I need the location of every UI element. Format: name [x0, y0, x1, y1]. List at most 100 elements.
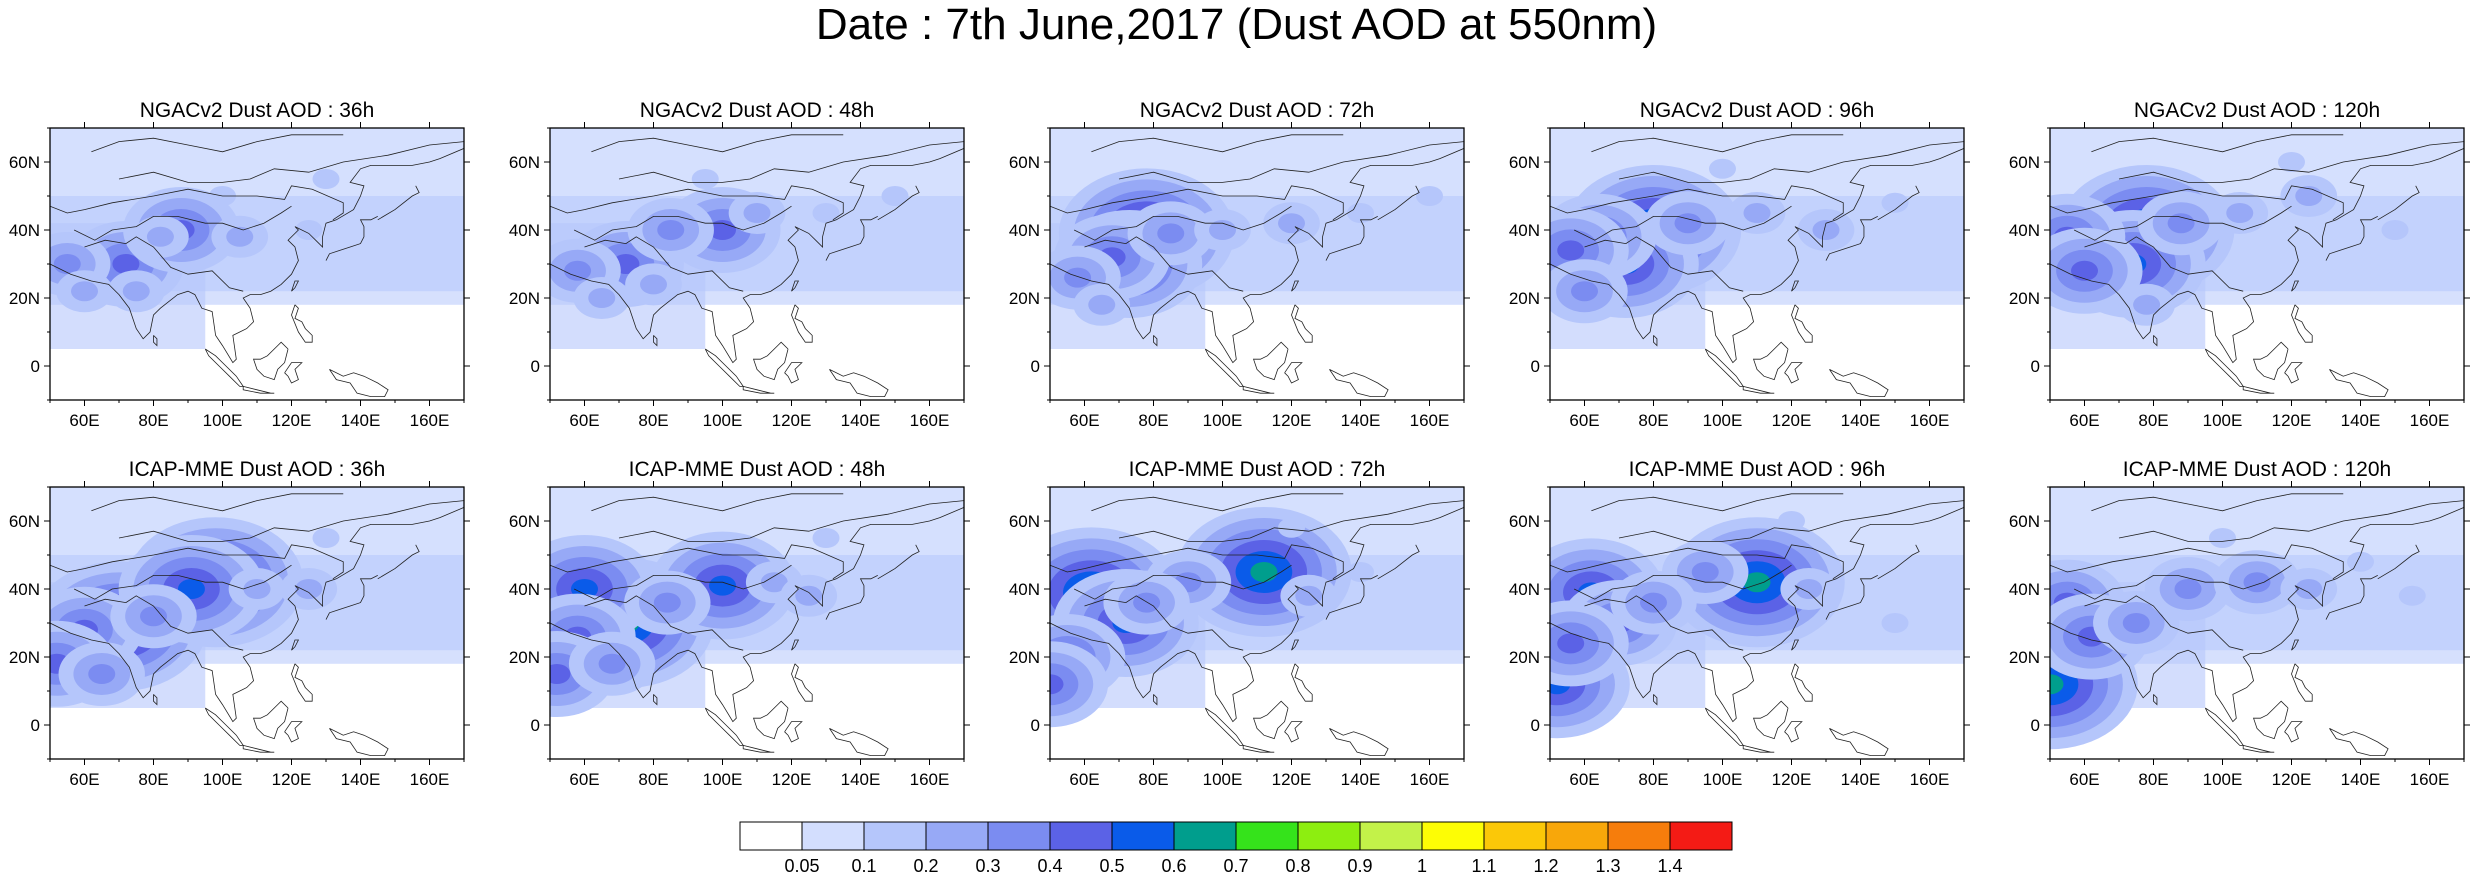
aod-hotspot	[812, 528, 840, 548]
aod-hotspot	[2050, 674, 2064, 695]
x-tick-label: 80E	[638, 411, 668, 430]
y-tick-label: 0	[531, 716, 540, 735]
colorbar-label: 0.05	[784, 856, 819, 874]
y-tick-label: 60N	[1509, 153, 1540, 172]
y-tick-label: 40N	[509, 580, 540, 599]
y-tick-label: 60N	[1509, 512, 1540, 531]
panel-title: NGACv2 Dust AOD : 36h	[140, 99, 375, 122]
y-tick-label: 40N	[9, 221, 40, 240]
aod-hotspot	[177, 579, 205, 599]
x-tick-label: 140E	[2341, 411, 2381, 430]
x-tick-label: 160E	[410, 411, 450, 430]
x-tick-label: 120E	[272, 770, 312, 789]
colorbar-label: 1	[1417, 856, 1427, 874]
colorbar-swatch	[1359, 821, 1423, 851]
y-tick-label: 20N	[509, 289, 540, 308]
aod-hotspot	[1050, 663, 1079, 706]
x-tick-label: 60E	[1569, 770, 1599, 789]
map-panel: 60E 80E 100E 120E 140E 160E 0 20N 40N 60N ICAP-MME…	[509, 458, 970, 789]
aod-hotspot	[1088, 294, 1116, 315]
x-tick-label: 80E	[638, 770, 668, 789]
colorbar-label: 1.4	[1657, 856, 1682, 874]
x-tick-label: 80E	[1638, 770, 1668, 789]
x-tick-label: 80E	[1638, 411, 1668, 430]
y-tick-label: 40N	[1009, 221, 1040, 240]
aod-hotspot	[657, 220, 685, 240]
aod-hotspot	[1640, 592, 1667, 613]
map-panels: 60E 80E 100E 120E 140E 160E 0 20N 40N 60N NGACv2 D…	[9, 99, 2470, 789]
y-tick-label: 20N	[1009, 289, 1040, 308]
x-tick-label: 160E	[2410, 411, 2450, 430]
colorbar-label: 0.5	[1099, 856, 1124, 874]
x-tick-label: 120E	[1772, 411, 1812, 430]
aod-hotspot	[1881, 192, 1909, 213]
x-tick-label: 140E	[841, 770, 881, 789]
aod-hotspot	[640, 274, 667, 295]
aod-hotspot	[1250, 562, 1278, 582]
colorbar-swatch	[987, 821, 1051, 851]
aod-hotspot	[122, 281, 150, 302]
x-tick-label: 80E	[1138, 770, 1168, 789]
coastlines	[1550, 134, 1964, 398]
y-tick-label: 60N	[509, 512, 540, 531]
y-tick-label: 0	[1031, 357, 1040, 376]
y-tick-label: 20N	[9, 289, 40, 308]
y-tick-label: 0	[2031, 357, 2040, 376]
aod-hotspot	[146, 226, 174, 247]
x-tick-label: 60E	[1069, 770, 1099, 789]
y-tick-label: 0	[1531, 716, 1540, 735]
aod-hotspot	[1881, 613, 1909, 633]
coastlines	[50, 493, 464, 756]
coastlines	[2050, 134, 2464, 398]
x-tick-label: 60E	[69, 411, 99, 430]
figure-title: Date : 7th June,2017 (Dust AOD at 550nm)	[815, 0, 1658, 49]
x-tick-label: 140E	[1841, 770, 1881, 789]
x-tick-label: 160E	[1910, 770, 1950, 789]
aod-field	[1550, 128, 1964, 400]
x-tick-label: 120E	[1272, 411, 1312, 430]
colorbar-label: 0.9	[1347, 856, 1372, 874]
colorbar-swatch	[1111, 821, 1175, 851]
x-tick-label: 160E	[2410, 770, 2450, 789]
x-tick-label: 100E	[703, 770, 743, 789]
coastlines	[2050, 493, 2464, 756]
aod-hotspot	[2209, 528, 2236, 548]
aod-hotspot	[1674, 213, 1702, 234]
x-tick-label: 80E	[138, 770, 168, 789]
aod-hotspot	[2398, 585, 2426, 606]
x-tick-label: 160E	[1410, 411, 1450, 430]
colorbar-swatch	[1545, 821, 1609, 851]
aod-hotspot	[88, 664, 116, 684]
y-tick-label: 60N	[2009, 153, 2040, 172]
y-tick-label: 40N	[1009, 580, 1040, 599]
aod-hotspot	[2278, 152, 2305, 172]
aod-hotspot	[312, 169, 340, 189]
aod-field	[550, 128, 964, 400]
coastlines	[550, 134, 964, 398]
aod-field	[2050, 128, 2464, 400]
x-tick-label: 140E	[841, 411, 881, 430]
aod-hotspot	[226, 226, 254, 247]
x-tick-label: 100E	[203, 770, 243, 789]
aod-hotspot	[598, 653, 626, 674]
x-tick-label: 60E	[1569, 411, 1599, 430]
coastlines	[1550, 493, 1964, 756]
colorbar-swatch	[1049, 821, 1113, 851]
aod-hotspot	[53, 254, 81, 274]
colorbar: 0.05 0.1 0.2 0.3 0.4 0.5 0.6 0.7 0.8 0.9 1 1.1 1.2 1.…	[739, 821, 1733, 874]
map-panel: 60E 80E 100E 120E 140E 160E 0 20N 40N 60N ICAP-MME…	[1009, 458, 1470, 789]
x-tick-label: 100E	[1203, 411, 1243, 430]
colorbar-label: 1.2	[1533, 856, 1558, 874]
coastlines	[1050, 493, 1464, 756]
x-tick-label: 60E	[2069, 411, 2099, 430]
aod-hotspot	[2347, 551, 2374, 572]
x-tick-label: 80E	[138, 411, 168, 430]
y-tick-label: 20N	[1509, 648, 1540, 667]
x-tick-label: 160E	[410, 770, 450, 789]
aod-field	[550, 487, 964, 759]
y-tick-label: 20N	[1009, 648, 1040, 667]
colorbar-label: 0.1	[851, 856, 876, 874]
aod-hotspot	[1416, 186, 1443, 206]
aod-hotspot	[295, 220, 323, 240]
